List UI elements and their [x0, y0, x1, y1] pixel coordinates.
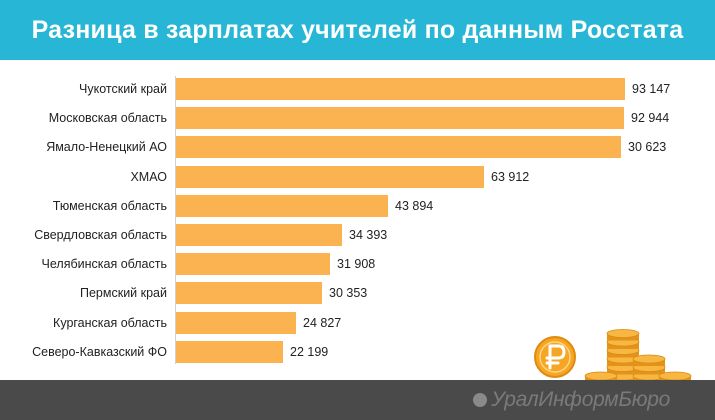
bar-row: Курганская область 24 827 [0, 309, 715, 337]
bar [176, 107, 624, 130]
category-label: Челябинская область [41, 257, 167, 272]
bar-row: Северо-Кавказский ФО 22 199 [0, 338, 715, 366]
bar-row: Ямало-Ненецкий АО 30 623 [0, 133, 715, 161]
bar-row: Челябинская область 31 908 [0, 250, 715, 278]
coin-top [606, 329, 640, 338]
value-label: 22 199 [290, 344, 329, 359]
coin-top [632, 354, 666, 364]
bar-row: Чукотский край 93 147 [0, 75, 715, 103]
bar [176, 165, 484, 188]
footer-bar: УралИнформБюро [0, 380, 715, 420]
category-label: Московская область [48, 111, 167, 126]
coin-top [584, 371, 618, 381]
title-bar: Разница в зарплатах учителей по данным Р… [0, 0, 715, 60]
category-label: Чукотский край [79, 82, 167, 96]
watermark-text: УралИнформБюро [491, 388, 670, 411]
category-label: Тюменская область [52, 198, 167, 213]
category-axis-line [175, 76, 176, 364]
bar [176, 282, 322, 305]
category-label: Северо-Кавказский ФО [32, 344, 167, 359]
chart-title: Разница в зарплатах учителей по данным Р… [31, 15, 684, 44]
watermark: УралИнформБюро [473, 380, 670, 420]
bar [176, 340, 283, 363]
ruble-coin-icon [534, 336, 576, 378]
bar-row: ХМАО 63 912 [0, 163, 715, 191]
value-label: 24 827 [303, 315, 342, 330]
bar-row: Пермский край 30 353 [0, 279, 715, 307]
value-label: 30 623 [628, 140, 667, 155]
category-label: Курганская область [53, 315, 167, 330]
category-label: ХМАО [130, 169, 167, 184]
bar [176, 78, 625, 100]
bar-row: Свердловская область 34 393 [0, 221, 715, 249]
bar [176, 194, 388, 217]
value-label: 30 353 [329, 286, 368, 301]
coin-top [658, 371, 692, 381]
bar [176, 253, 330, 276]
bar-chart: Чукотский край 93 147 Московская область 92… [0, 75, 715, 365]
bar-row: Тюменская область 43 894 [0, 192, 715, 220]
value-label: 31 908 [337, 257, 376, 272]
category-label: Пермский край [80, 286, 167, 301]
value-label: 34 393 [349, 228, 388, 242]
value-label: 63 912 [491, 169, 530, 184]
bar-row: Московская область 92 944 [0, 104, 715, 132]
bar [176, 136, 621, 159]
bar [176, 224, 342, 246]
value-label: 43 894 [395, 198, 434, 213]
value-label: 93 147 [632, 82, 671, 96]
category-label: Ямало-Ненецкий АО [46, 140, 167, 155]
bar [176, 311, 296, 334]
category-label: Свердловская область [34, 228, 167, 242]
logo-icon [473, 393, 488, 407]
value-label: 92 944 [631, 111, 670, 126]
